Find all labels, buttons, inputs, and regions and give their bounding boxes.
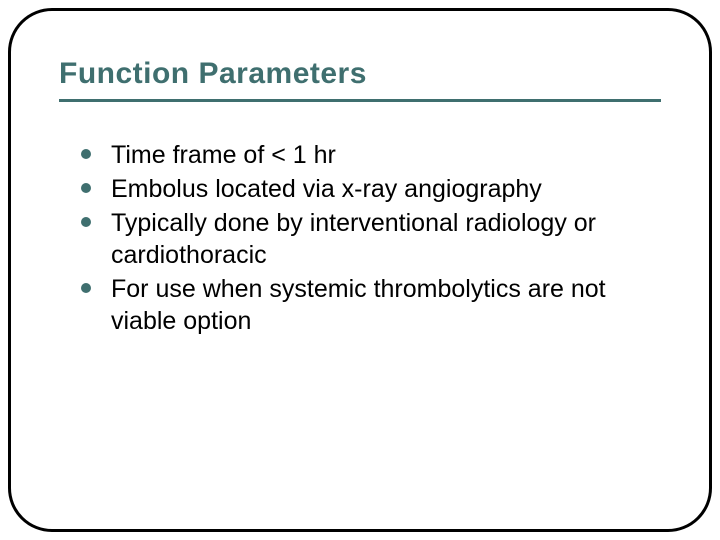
bullet-list: Time frame of < 1 hr Embolus located via… (75, 139, 661, 337)
title-block: Function Parameters (59, 57, 661, 102)
bullet-icon (81, 183, 91, 193)
bullet-text: For use when systemic thrombolytics are … (111, 275, 606, 335)
bullet-icon (81, 217, 91, 227)
slide-frame: Function Parameters Time frame of < 1 hr… (8, 8, 712, 532)
bullet-text: Typically done by interventional radiolo… (111, 209, 596, 269)
list-item: Typically done by interventional radiolo… (75, 207, 661, 271)
bullet-icon (81, 283, 91, 293)
bullet-icon (81, 149, 91, 159)
list-item: Time frame of < 1 hr (75, 139, 661, 171)
list-item: For use when systemic thrombolytics are … (75, 273, 661, 337)
list-item: Embolus located via x-ray angiography (75, 173, 661, 205)
slide-title: Function Parameters (59, 57, 661, 99)
bullet-text: Embolus located via x-ray angiography (111, 175, 542, 203)
title-underline (59, 99, 661, 102)
bullet-text: Time frame of < 1 hr (111, 141, 336, 169)
slide-body: Time frame of < 1 hr Embolus located via… (75, 139, 661, 339)
